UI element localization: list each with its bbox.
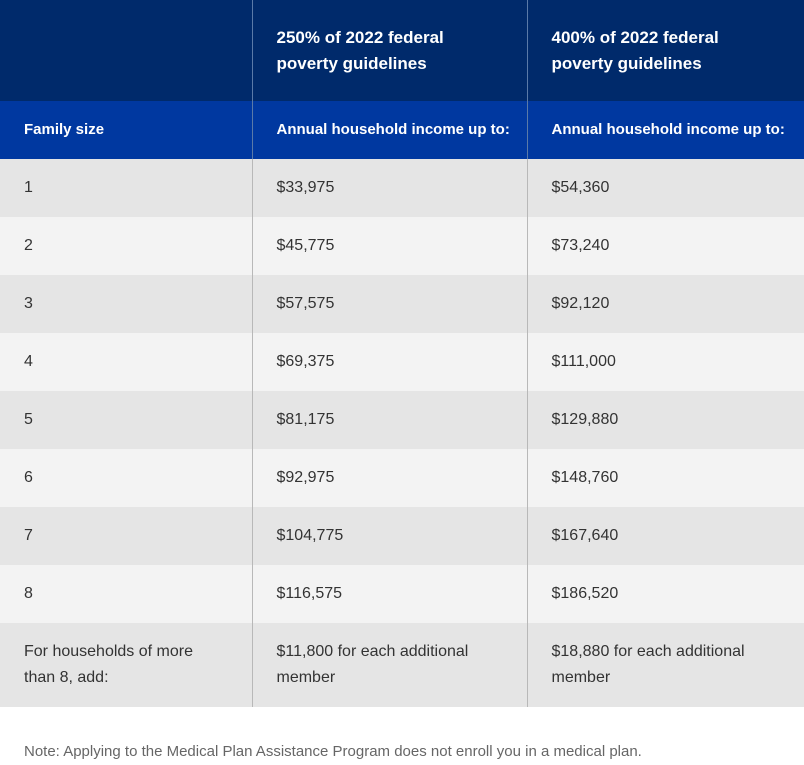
income-250-cell: $69,375 (251, 333, 527, 391)
additional-member-label: For households of more than 8, add: (0, 623, 252, 707)
income-250-cell: $104,775 (251, 507, 527, 565)
family-size-cell: 3 (0, 275, 252, 333)
income-400-cell: $54,360 (526, 159, 804, 217)
income-250-cell: $81,175 (251, 391, 527, 449)
table-title-row: 250% of 2022 federal poverty guidelines … (0, 0, 804, 101)
additional-member-250: $11,800 for each additional member (251, 623, 527, 707)
income-400-cell: $167,640 (526, 507, 804, 565)
table-row: 6 $92,975 $148,760 (0, 449, 804, 507)
title-cell-400-percent: 400% of 2022 federal poverty guidelines (526, 0, 804, 101)
income-250-cell: $45,775 (251, 217, 527, 275)
family-size-cell: 4 (0, 333, 252, 391)
income-250-cell: $92,975 (251, 449, 527, 507)
family-size-cell: 6 (0, 449, 252, 507)
income-250-cell: $116,575 (251, 565, 527, 623)
income-250-cell: $33,975 (251, 159, 527, 217)
income-250-cell: $57,575 (251, 275, 527, 333)
income-400-cell: $73,240 (526, 217, 804, 275)
family-size-cell: 2 (0, 217, 252, 275)
family-size-cell: 1 (0, 159, 252, 217)
table-header-row: Family size Annual household income up t… (0, 101, 804, 159)
title-cell-250-percent: 250% of 2022 federal poverty guidelines (251, 0, 527, 101)
title-cell-empty (0, 0, 252, 101)
header-income-400: Annual household income up to: (526, 101, 804, 159)
family-size-cell: 7 (0, 507, 252, 565)
income-400-cell: $186,520 (526, 565, 804, 623)
table-row: 8 $116,575 $186,520 (0, 565, 804, 623)
table-row: 5 $81,175 $129,880 (0, 391, 804, 449)
additional-member-400: $18,880 for each additional member (526, 623, 804, 707)
income-400-cell: $148,760 (526, 449, 804, 507)
family-size-cell: 8 (0, 565, 252, 623)
header-income-250: Annual household income up to: (251, 101, 527, 159)
table-row-additional-member: For households of more than 8, add: $11,… (0, 623, 804, 707)
table-row: 3 $57,575 $92,120 (0, 275, 804, 333)
table-row: 7 $104,775 $167,640 (0, 507, 804, 565)
header-family-size: Family size (0, 101, 252, 159)
table-row: 2 $45,775 $73,240 (0, 217, 804, 275)
income-400-cell: $92,120 (526, 275, 804, 333)
family-size-cell: 5 (0, 391, 252, 449)
footnote: Note: Applying to the Medical Plan Assis… (24, 743, 642, 760)
table-row: 4 $69,375 $111,000 (0, 333, 804, 391)
income-400-cell: $129,880 (526, 391, 804, 449)
income-400-cell: $111,000 (526, 333, 804, 391)
table-row: 1 $33,975 $54,360 (0, 159, 804, 217)
income-guidelines-table: 250% of 2022 federal poverty guidelines … (0, 0, 804, 707)
